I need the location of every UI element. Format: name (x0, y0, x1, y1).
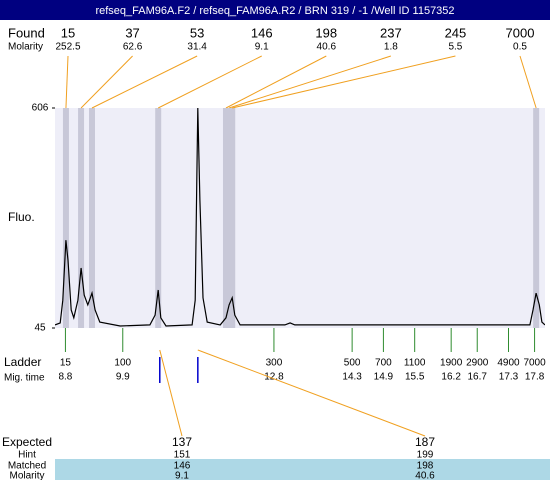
peak-molarity: 252.5 (55, 42, 80, 53)
ladder-size: 2900 (466, 358, 489, 369)
expected-size: 187 (415, 435, 435, 449)
ladder-time: 17.8 (525, 372, 545, 383)
matched-highlight (55, 459, 550, 480)
peak-connector (65, 55, 69, 109)
ladder-time: 14.9 (374, 372, 394, 383)
peak-band (533, 108, 540, 328)
ladder-time: 9.9 (116, 372, 130, 383)
row-label: Matched (8, 461, 46, 472)
peak-band (155, 108, 162, 328)
expected-matched: 146 (174, 461, 191, 472)
ladder-time: 12.8 (264, 372, 284, 383)
expected-label: Expected (2, 435, 52, 449)
peak-size: 146 (251, 25, 273, 40)
plot-area (55, 108, 545, 328)
peak-band (226, 108, 233, 328)
peak-molarity: 9.1 (255, 42, 269, 53)
peak-band (89, 108, 96, 328)
expected-hint: 199 (417, 450, 434, 461)
peak-band (222, 108, 229, 328)
ladder-size: 300 (266, 358, 283, 369)
peak-size: 7000 (506, 25, 535, 40)
ladder-size: 1100 (404, 358, 426, 369)
peak-connector (232, 55, 456, 109)
peak-connector (157, 55, 262, 109)
expected-matched: 198 (417, 461, 434, 472)
peak-connector (225, 55, 327, 109)
found-sublabel: Molarity (8, 42, 43, 53)
row-label: Molarity (9, 471, 44, 480)
expected-connector (159, 349, 183, 437)
y-tick-label: 606 (32, 103, 49, 114)
ladder-size: 15 (60, 358, 72, 369)
ladder-size: 500 (344, 358, 361, 369)
expected-molarity: 9.1 (175, 471, 189, 480)
expected-hint: 151 (174, 450, 191, 461)
peak-molarity: 5.5 (448, 42, 462, 53)
peak-size: 53 (190, 25, 204, 40)
expected-molarity: 40.6 (415, 471, 435, 480)
peak-size: 15 (61, 25, 75, 40)
trace (55, 107, 545, 327)
peak-band (62, 108, 69, 328)
peak-molarity: 1.8 (384, 42, 398, 53)
peak-connector (80, 55, 133, 109)
ladder-sublabel: Mig. time (4, 373, 45, 384)
ladder-label: Ladder (4, 355, 41, 369)
peak-size: 37 (125, 25, 139, 40)
peak-size: 245 (445, 25, 467, 40)
expected-connector (197, 349, 426, 437)
peak-size: 198 (315, 25, 337, 40)
title: refseq_FAM96A.F2 / refseq_FAM96A.R2 / BR… (95, 5, 454, 17)
y-axis-label: Fluo. (8, 210, 35, 224)
peak-size: 237 (380, 25, 402, 40)
peak-band (78, 108, 85, 328)
ladder-size: 7000 (523, 358, 546, 369)
peak-molarity: 0.5 (513, 42, 527, 53)
ladder-size: 100 (114, 358, 131, 369)
ladder-time: 8.8 (58, 372, 72, 383)
peak-connector (519, 55, 537, 109)
peak-connector (228, 55, 392, 109)
ladder-time: 16.2 (441, 372, 461, 383)
ladder-size: 4900 (497, 358, 520, 369)
ladder-time: 14.3 (342, 372, 362, 383)
row-label: Hint (18, 450, 36, 461)
title-bar (0, 0, 550, 20)
ladder-time: 15.5 (405, 372, 425, 383)
peak-band (229, 108, 236, 328)
found-label: Found (8, 25, 45, 40)
peak-molarity: 62.6 (123, 42, 143, 53)
y-tick-label: 45 (34, 323, 46, 334)
ladder-time: 16.7 (467, 372, 487, 383)
ladder-size: 1900 (440, 358, 463, 369)
peak-connector (91, 55, 198, 109)
ladder-size: 700 (375, 358, 392, 369)
peak-molarity: 31.4 (187, 42, 207, 53)
peak-molarity: 40.6 (317, 42, 337, 53)
ladder-time: 17.3 (499, 372, 519, 383)
expected-size: 137 (172, 435, 192, 449)
